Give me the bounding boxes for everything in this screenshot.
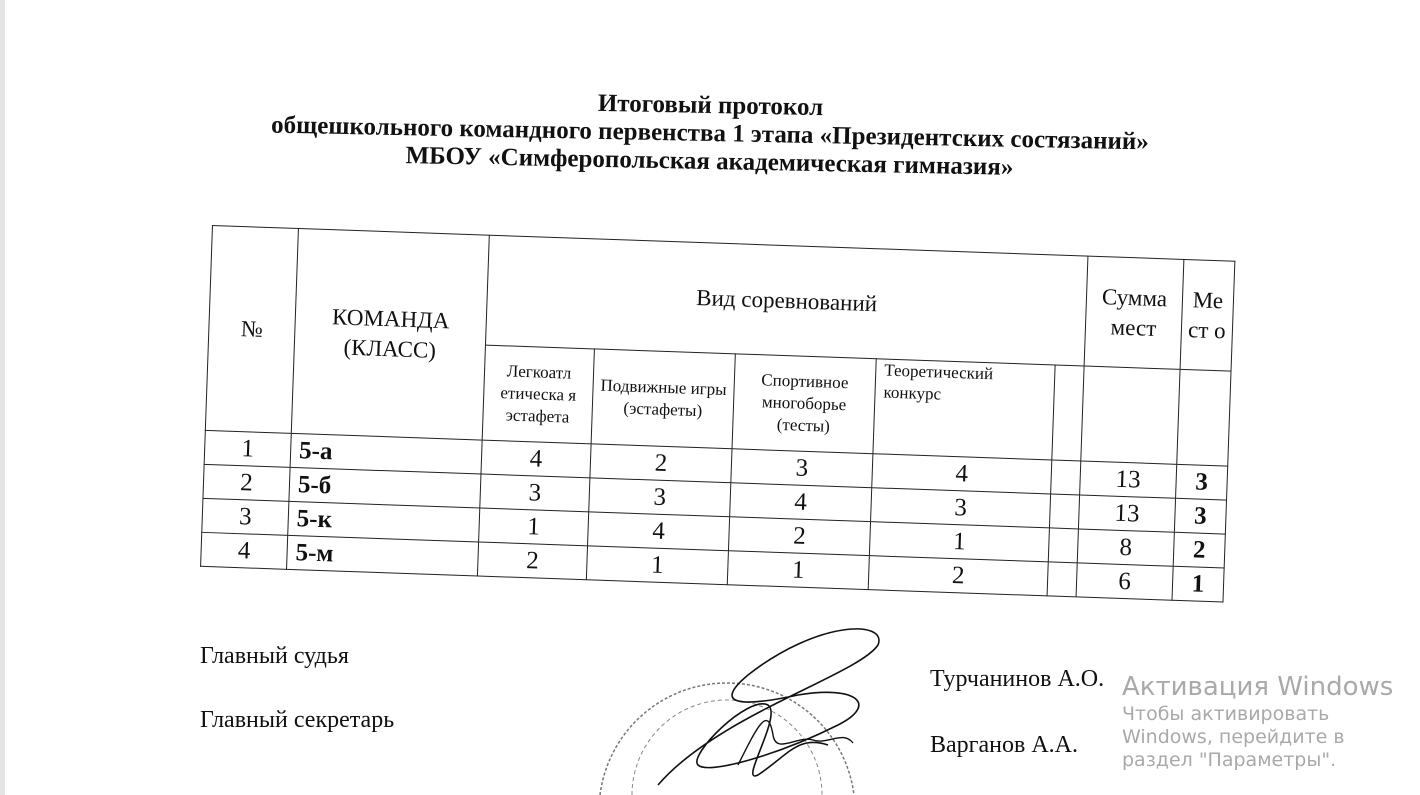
signature-stroke — [737, 719, 854, 766]
header-empty — [1051, 365, 1085, 461]
row-place: 3 — [1174, 498, 1227, 535]
row-number: 3 — [201, 498, 289, 536]
watermark-line1: Чтобы активировать Windows, перейдите в — [1122, 703, 1345, 748]
document-title: Итоговый протокол общешкольного командно… — [179, 82, 1240, 186]
row-score: 1 — [727, 550, 870, 590]
stamp-outer-ring — [599, 682, 855, 795]
row-number: 2 — [202, 464, 291, 502]
row-sum: 13 — [1079, 460, 1177, 499]
header-empty — [1080, 366, 1181, 465]
row-score: 3 — [730, 448, 873, 488]
header-sum: Сумма мест — [1084, 256, 1184, 370]
row-sum: 6 — [1076, 562, 1174, 601]
header-event: Подвижные игры (эстафеты) — [591, 348, 736, 449]
judge-label: Главный судья — [200, 643, 349, 669]
row-score: 3 — [588, 477, 731, 517]
row-score: 2 — [868, 555, 1049, 596]
results-table-wrap: № КОМАНДА (КЛАСС) Вид соревнований Сумма… — [200, 225, 1235, 603]
secretary-name: Варганов А.А. — [930, 732, 1078, 758]
row-place: 2 — [1173, 532, 1226, 569]
stamp-inner-ring — [631, 699, 823, 795]
row-number: 1 — [204, 430, 292, 468]
row-score: 1 — [586, 545, 729, 585]
row-place: 3 — [1175, 464, 1228, 501]
row-score: 4 — [587, 511, 730, 551]
row-score: 3 — [479, 474, 590, 512]
row-sum: 13 — [1078, 494, 1176, 533]
header-event: Теоретический конкурс — [872, 358, 1056, 460]
secretary-label: Главный секретарь — [200, 707, 395, 733]
row-score: 1 — [478, 508, 589, 546]
row-sum: 8 — [1077, 528, 1175, 567]
row-empty — [1049, 493, 1080, 529]
row-place: 1 — [1171, 566, 1225, 603]
row-empty — [1050, 459, 1081, 495]
row-empty — [1047, 561, 1078, 597]
results-table: № КОМАНДА (КЛАСС) Вид соревнований Сумма… — [200, 225, 1235, 603]
row-team: 5-м — [286, 535, 479, 576]
row-empty — [1048, 527, 1079, 563]
header-empty — [1176, 369, 1232, 467]
header-competitions: Вид соревнований — [485, 235, 1088, 367]
header-place: Ме ст о — [1180, 259, 1235, 372]
header-team: КОМАНДА (КЛАСС) — [291, 228, 490, 441]
header-number: № — [205, 225, 299, 434]
windows-activation-watermark: Активация Windows Чтобы активировать Win… — [1122, 672, 1414, 772]
signature-stroke — [657, 628, 880, 786]
watermark-title: Активация Windows — [1122, 672, 1394, 702]
row-score: 2 — [477, 541, 588, 580]
header-event: Легкоатл етическа я эстафета — [482, 345, 595, 444]
stamp-and-signature — [599, 628, 880, 795]
row-score: 2 — [728, 516, 871, 556]
row-score: 4 — [480, 440, 592, 478]
page-edge — [0, 0, 5, 795]
row-number: 4 — [200, 532, 288, 570]
row-score: 4 — [729, 482, 872, 522]
watermark-line2[interactable]: раздел "Параметры". — [1122, 749, 1337, 771]
row-score: 2 — [589, 443, 733, 483]
header-event: Спортивное многоборье (тесты) — [732, 353, 877, 454]
judge-name: Турчанинов А.О. — [930, 666, 1105, 692]
